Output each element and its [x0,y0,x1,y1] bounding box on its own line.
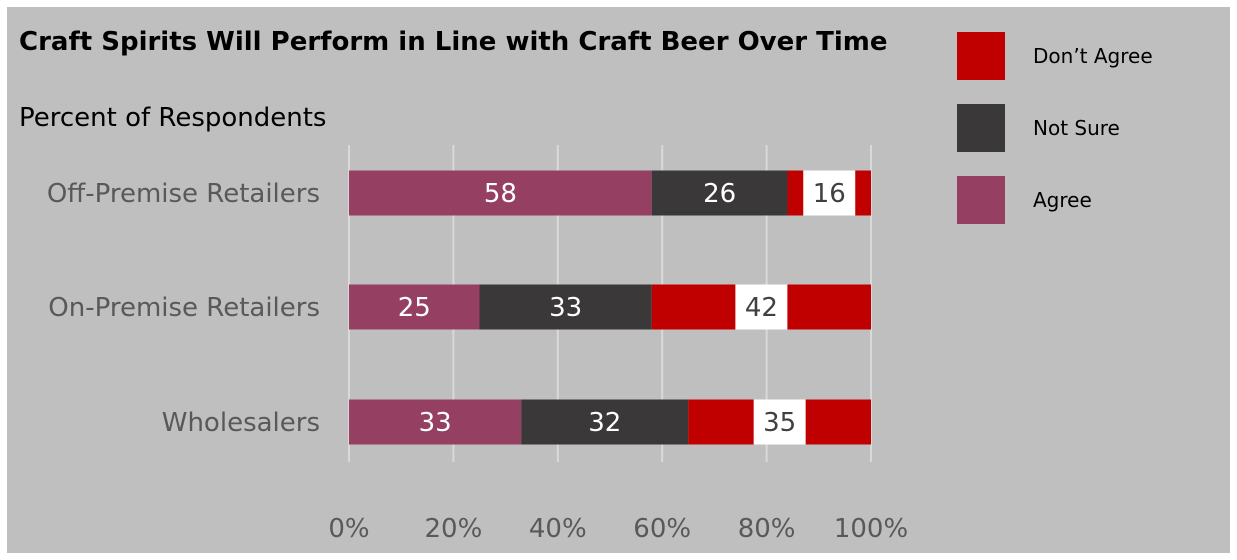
data-label: 16 [813,179,846,209]
x-tick-label: 60% [633,514,691,544]
chart-subtitle: Percent of Respondents [19,103,327,133]
data-label-box [735,284,788,330]
legend-swatch [957,176,1005,224]
bar-segment [521,399,689,445]
legend-swatch [957,32,1005,80]
data-label: 33 [549,293,582,323]
category-label: Wholesalers [162,408,320,438]
data-label-box [753,399,806,445]
legend-item: Agree [957,176,1217,224]
legend-label: Not Sure [1033,116,1120,140]
bar-segment [479,284,652,330]
chart-title: Craft Spirits Will Perform in Line with … [19,27,888,57]
data-label: 42 [745,293,778,323]
data-label: 25 [398,293,431,323]
x-tick-label: 40% [529,514,587,544]
category-label: Off-Premise Retailers [47,179,320,209]
plot-area: 0% 20% 40% 60% 80% 100% Off-Premise Retailers 5… [47,145,908,544]
data-label: 26 [703,179,736,209]
legend-item: Not Sure [957,104,1217,152]
category-label: On-Premise Retailers [48,293,320,323]
bar-segment [651,170,788,216]
x-tick-label: 0% [328,514,369,544]
data-label: 35 [763,408,796,438]
legend-swatch [957,104,1005,152]
data-label: 33 [419,408,452,438]
bar-segment [349,399,522,445]
x-tick-label: 100% [834,514,908,544]
x-tick-label: 80% [738,514,796,544]
data-label: 32 [588,408,621,438]
bar-segment [349,284,480,330]
bar-segment [349,170,652,216]
legend-label: Don’t Agree [1033,44,1153,68]
x-tick-label: 20% [425,514,483,544]
data-label-box [803,170,856,216]
legend-item: Don’t Agree [957,32,1217,80]
chart-frame: Craft Spirits Will Perform in Line with … [7,7,1230,553]
legend-label: Agree [1033,188,1092,212]
data-label: 58 [484,179,517,209]
